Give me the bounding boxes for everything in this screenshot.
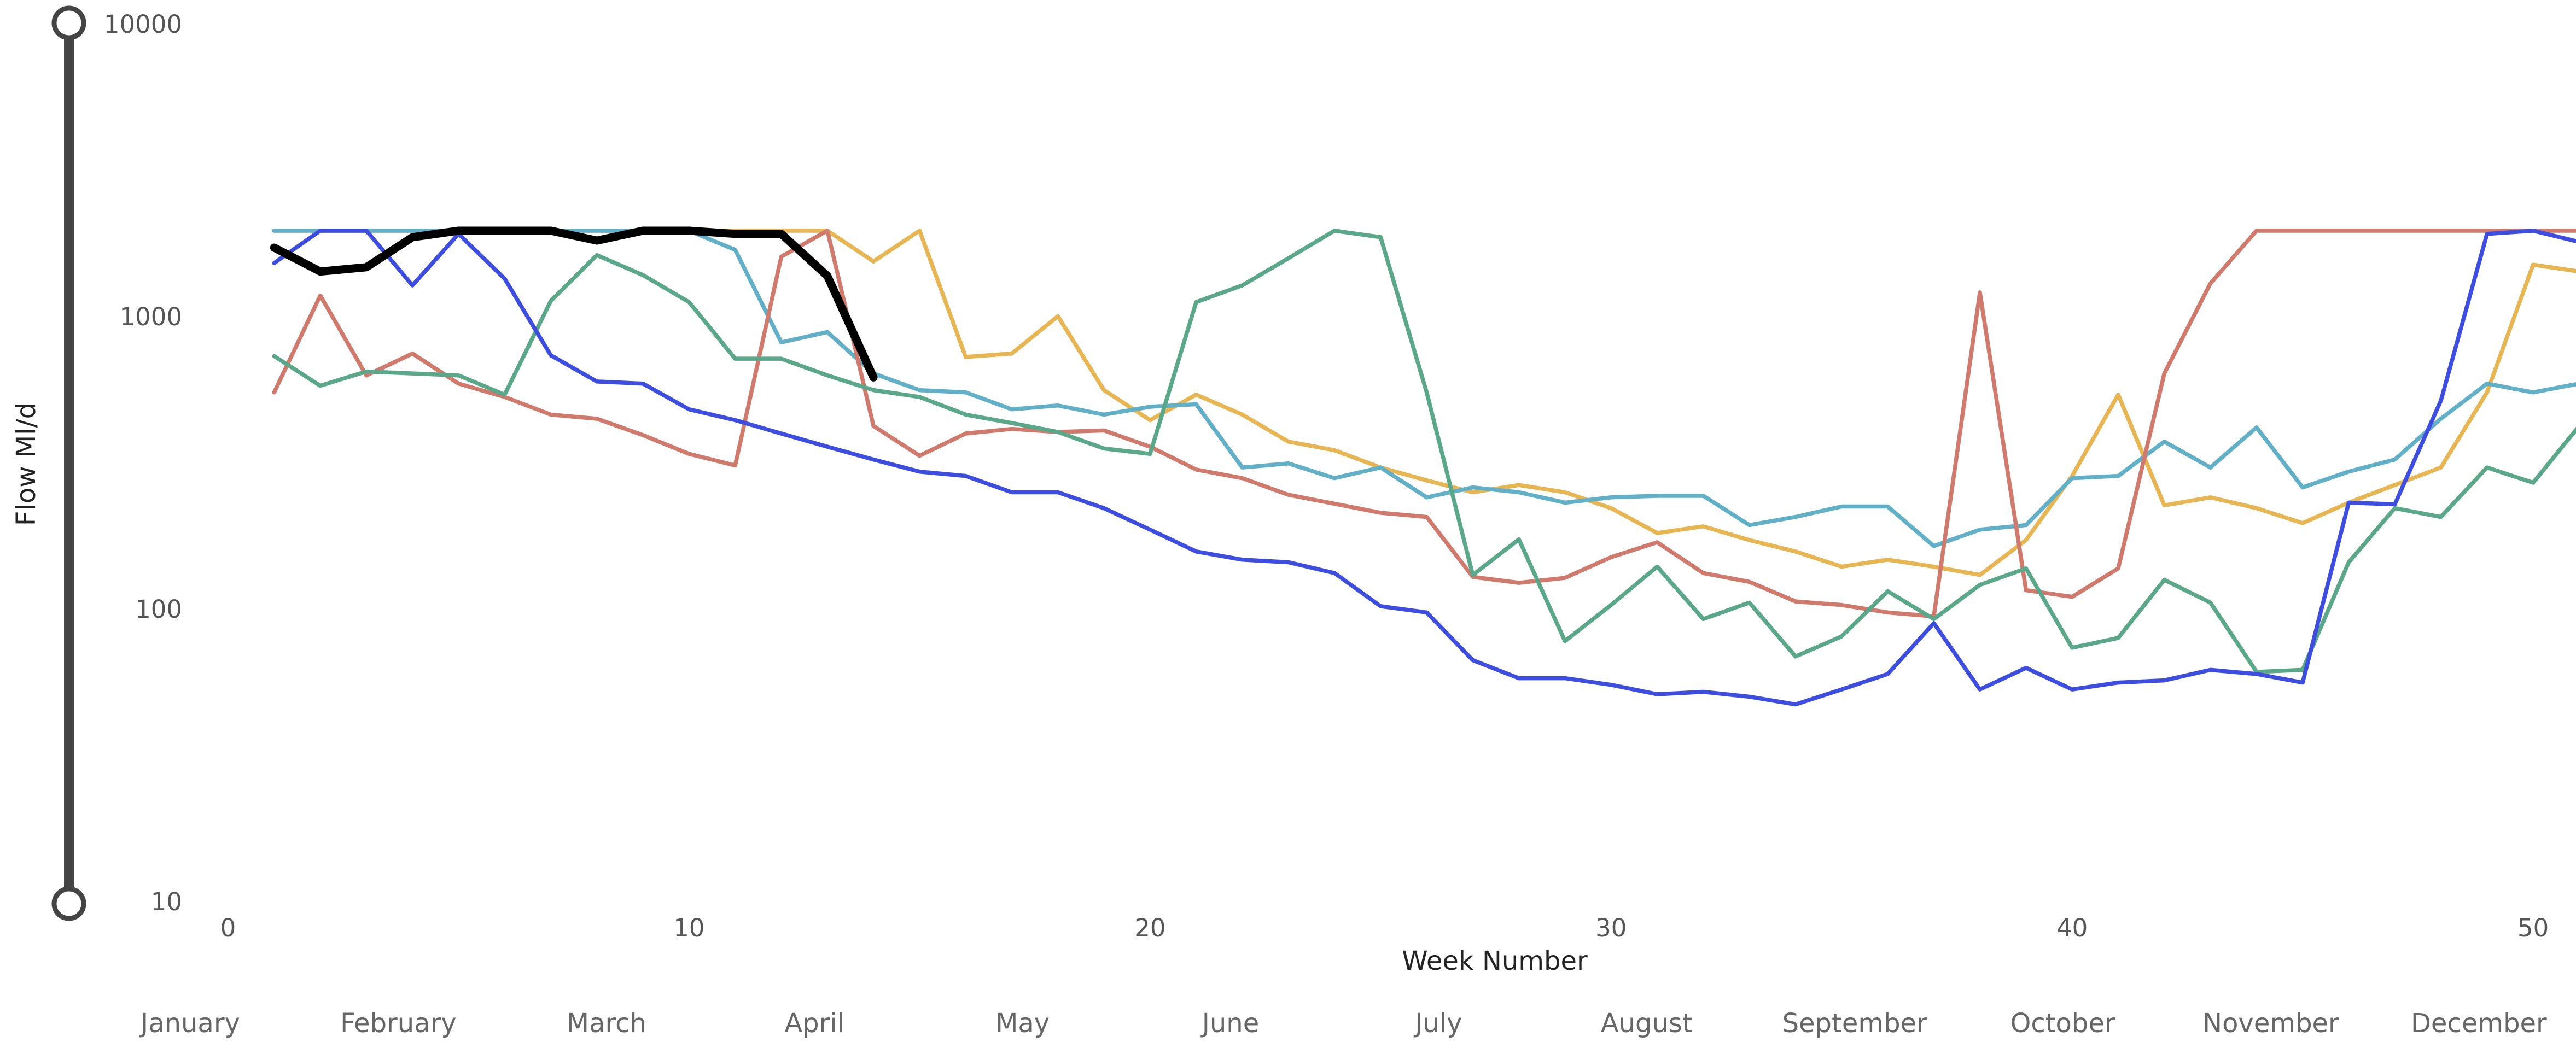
x-tick-label: 20 — [1134, 914, 1165, 942]
month-label: April — [784, 1008, 844, 1039]
range-slider-handle-top[interactable] — [51, 5, 86, 40]
month-label: February — [340, 1008, 457, 1039]
series-line — [272, 229, 2576, 577]
plot-area — [270, 226, 2576, 707]
x-tick-label: 50 — [2517, 914, 2549, 942]
month-label: May — [995, 1008, 1050, 1039]
series-line — [272, 229, 2576, 674]
y-tick-label: 100 — [135, 595, 182, 624]
month-label: June — [1200, 1008, 1259, 1039]
month-label: July — [1413, 1008, 1462, 1039]
month-label: September — [1782, 1008, 1927, 1039]
y-tick-label: 1000 — [120, 302, 182, 331]
x-tick-label: 10 — [673, 914, 704, 942]
month-label: August — [1601, 1008, 1693, 1039]
x-axis-label: Week Number — [1402, 946, 1588, 976]
y-axis-label: Flow Ml/d — [11, 402, 42, 526]
series-line — [270, 226, 878, 382]
range-slider-track — [64, 22, 74, 904]
month-label: December — [2411, 1008, 2547, 1039]
month-label: March — [567, 1008, 646, 1039]
x-tick-label: 30 — [1595, 914, 1627, 942]
month-label: January — [139, 1008, 240, 1039]
series-line — [272, 229, 2576, 707]
range-slider-handle-bottom[interactable] — [51, 886, 86, 921]
x-tick-label: 40 — [2056, 914, 2088, 942]
y-tick-label: 10 — [151, 887, 182, 916]
y-tick-label: 10000 — [104, 10, 182, 39]
x-tick-label: 0 — [220, 914, 236, 942]
month-label: November — [2202, 1008, 2339, 1039]
month-label: October — [2010, 1008, 2115, 1039]
series-line — [272, 229, 2576, 619]
